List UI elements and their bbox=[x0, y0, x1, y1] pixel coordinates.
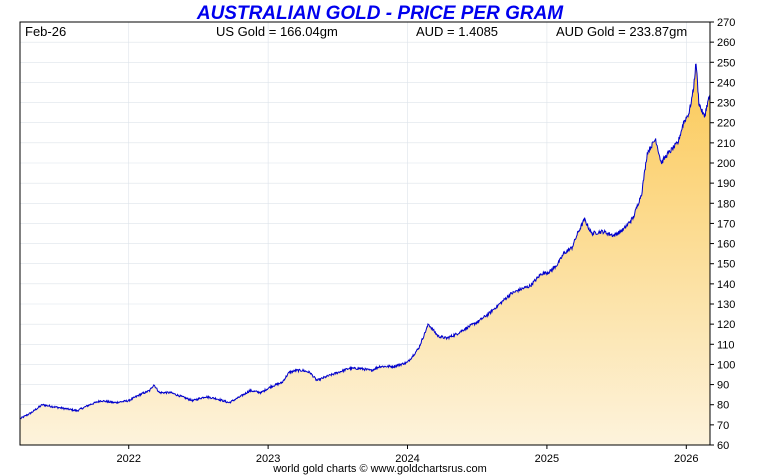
x-tick-label: 2026 bbox=[674, 453, 698, 465]
chart-title: AUSTRALIAN GOLD - PRICE PER GRAM bbox=[196, 3, 564, 24]
y-tick-label: 160 bbox=[717, 239, 735, 251]
x-tick-label: 2022 bbox=[116, 453, 140, 465]
y-tick-label: 140 bbox=[717, 279, 735, 291]
plot-border bbox=[19, 21, 711, 446]
y-tick-label: 220 bbox=[717, 118, 735, 130]
y-tick-label: 150 bbox=[717, 259, 735, 271]
y-tick-label: 270 bbox=[717, 17, 735, 29]
x-tick-label: 2025 bbox=[535, 453, 559, 465]
y-tick-label: 130 bbox=[717, 299, 735, 311]
x-tick-label: 2023 bbox=[256, 453, 280, 465]
y-axis-ticks: 60 70 80 90 100 110 120 130 140 150 160 170 180 190 20… bbox=[710, 17, 735, 452]
y-tick-label: 90 bbox=[717, 380, 729, 392]
x-axis-ticks: 2022 2023 2024 2025 2026 bbox=[116, 445, 699, 465]
grid-lines bbox=[20, 22, 710, 445]
y-tick-label: 180 bbox=[717, 198, 735, 210]
y-tick-label: 170 bbox=[717, 218, 735, 230]
y-tick-label: 260 bbox=[717, 37, 735, 49]
aud-rate-label: AUD = 1.4085 bbox=[416, 24, 498, 39]
y-tick-label: 200 bbox=[717, 158, 735, 170]
y-tick-label: 210 bbox=[717, 138, 735, 150]
date-label: Feb-26 bbox=[25, 24, 66, 39]
aud-gold-label: AUD Gold = 233.87gm bbox=[556, 24, 687, 39]
y-tick-label: 100 bbox=[717, 359, 735, 371]
footer-credit: world gold charts © www.goldchartsrus.co… bbox=[272, 463, 487, 475]
y-tick-label: 190 bbox=[717, 178, 735, 190]
y-tick-label: 110 bbox=[717, 339, 735, 351]
us-gold-label: US Gold = 166.04gm bbox=[216, 24, 338, 39]
y-tick-label: 60 bbox=[717, 440, 729, 452]
price-area bbox=[20, 64, 710, 445]
x-tick-label: 2024 bbox=[395, 453, 419, 465]
y-tick-label: 230 bbox=[717, 98, 735, 110]
y-tick-label: 80 bbox=[717, 400, 729, 412]
y-tick-label: 120 bbox=[717, 319, 735, 331]
y-tick-label: 70 bbox=[717, 420, 729, 432]
y-tick-label: 250 bbox=[717, 57, 735, 69]
price-line bbox=[19, 63, 711, 420]
y-tick-label: 240 bbox=[717, 77, 735, 89]
